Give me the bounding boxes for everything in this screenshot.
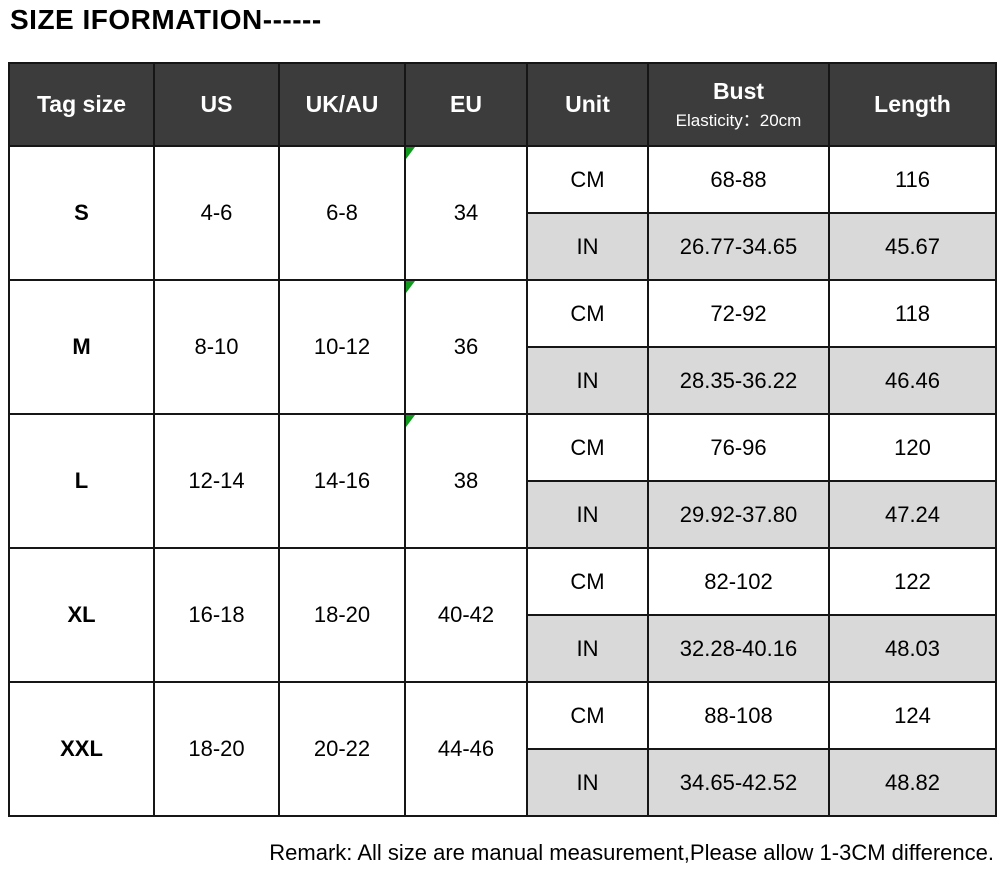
- col-header-uk-au: UK/AU: [278, 62, 406, 147]
- eu-size-cell: 34: [404, 145, 528, 281]
- col-header-eu: EU: [404, 62, 528, 147]
- length-cell: 116: [828, 145, 997, 214]
- length-cell: 48.03: [828, 614, 997, 683]
- bust-cell: 29.92-37.80: [647, 480, 830, 549]
- eu-size-value: 44-46: [437, 736, 495, 761]
- eu-size-cell: 38: [404, 413, 528, 549]
- bust-cell: 68-88: [647, 145, 830, 214]
- bust-header-label: Bust: [712, 78, 765, 104]
- bust-cell: 34.65-42.52: [647, 748, 830, 817]
- tag-size-cell: S: [8, 145, 155, 281]
- bust-cell: 82-102: [647, 547, 830, 616]
- bust-elasticity-note: Elasticity：20cm: [675, 111, 802, 130]
- table-row-s-in: IN 26.77-34.65 45.67: [9, 212, 997, 281]
- table-row-m-in: IN 28.35-36.22 46.46: [9, 346, 997, 415]
- uk-au-size-cell: 18-20: [278, 547, 406, 683]
- green-corner-marker-icon: [407, 282, 415, 293]
- eu-size-value: 40-42: [437, 602, 495, 627]
- table-row-xl-cm: XL 16-18 18-20 40-42 CM 82-102 122: [8, 547, 997, 683]
- col-header-bust: Bust Elasticity：20cm: [647, 62, 830, 147]
- eu-size-cell: 36: [404, 279, 528, 415]
- bust-cell: 72-92: [647, 279, 830, 348]
- green-corner-marker-icon: [407, 416, 415, 427]
- eu-size-value: 34: [453, 200, 479, 225]
- unit-cell: CM: [526, 279, 649, 348]
- tag-size-cell: L: [8, 413, 155, 549]
- length-cell: 122: [828, 547, 997, 616]
- uk-au-size-cell: 6-8: [278, 145, 406, 281]
- length-cell: 45.67: [828, 212, 997, 281]
- uk-au-size-cell: 20-22: [278, 681, 406, 817]
- unit-cell: IN: [526, 748, 649, 817]
- eu-size-cell: 44-46: [404, 681, 528, 817]
- length-cell: 124: [828, 681, 997, 750]
- uk-au-size-cell: 10-12: [278, 279, 406, 415]
- unit-cell: CM: [526, 681, 649, 750]
- col-header-us: US: [153, 62, 280, 147]
- table-row-s-cm: S 4-6 6-8 34 CM 68-88 116: [8, 145, 997, 281]
- table-row-xxl-in: IN 34.65-42.52 48.82: [9, 748, 997, 817]
- green-corner-marker-icon: [407, 148, 415, 159]
- page-title: SIZE IFORMATION------: [10, 4, 322, 35]
- col-header-tag-size: Tag size: [8, 62, 155, 147]
- bust-cell: 28.35-36.22: [647, 346, 830, 415]
- table-row-xl-in: IN 32.28-40.16 48.03: [9, 614, 997, 683]
- unit-cell: CM: [526, 547, 649, 616]
- header-row: Tag size US UK/AU EU Unit Bust Elasticit…: [8, 62, 997, 147]
- remark-text: Remark: All size are manual measurement,…: [269, 840, 994, 865]
- us-size-cell: 18-20: [153, 681, 280, 817]
- length-cell: 118: [828, 279, 997, 348]
- us-size-cell: 16-18: [153, 547, 280, 683]
- unit-cell: IN: [526, 614, 649, 683]
- uk-au-size-cell: 14-16: [278, 413, 406, 549]
- unit-cell: IN: [526, 346, 649, 415]
- us-size-cell: 8-10: [153, 279, 280, 415]
- table-row-m-cm: M 8-10 10-12 36 CM 72-92 118: [8, 279, 997, 415]
- tag-size-cell: XL: [8, 547, 155, 683]
- eu-size-value: 38: [453, 468, 479, 493]
- col-header-length: Length: [828, 62, 997, 147]
- table-row-l-cm: L 12-14 14-16 38 CM 76-96 120: [8, 413, 997, 549]
- bust-cell: 32.28-40.16: [647, 614, 830, 683]
- table-row-l-in: IN 29.92-37.80 47.24: [9, 480, 997, 549]
- us-size-cell: 12-14: [153, 413, 280, 549]
- unit-cell: IN: [526, 480, 649, 549]
- tag-size-cell: XXL: [8, 681, 155, 817]
- length-cell: 120: [828, 413, 997, 482]
- eu-size-value: 36: [453, 334, 479, 359]
- unit-cell: IN: [526, 212, 649, 281]
- table-row-xxl-cm: XXL 18-20 20-22 44-46 CM 88-108 124: [8, 681, 997, 817]
- bust-cell: 26.77-34.65: [647, 212, 830, 281]
- bust-cell: 88-108: [647, 681, 830, 750]
- us-size-cell: 4-6: [153, 145, 280, 281]
- unit-cell: CM: [526, 145, 649, 214]
- tag-size-cell: M: [8, 279, 155, 415]
- length-cell: 48.82: [828, 748, 997, 817]
- length-cell: 47.24: [828, 480, 997, 549]
- col-header-unit: Unit: [526, 62, 649, 147]
- length-cell: 46.46: [828, 346, 997, 415]
- eu-size-cell: 40-42: [404, 547, 528, 683]
- size-table: Tag size US UK/AU EU Unit Bust Elasticit…: [8, 62, 997, 817]
- unit-cell: CM: [526, 413, 649, 482]
- bust-cell: 76-96: [647, 413, 830, 482]
